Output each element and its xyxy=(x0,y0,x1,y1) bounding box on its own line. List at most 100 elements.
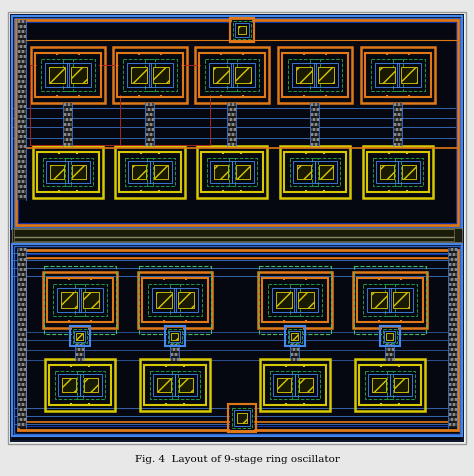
Bar xyxy=(166,365,206,405)
Bar xyxy=(18,413,20,416)
Bar xyxy=(451,413,453,416)
Bar xyxy=(449,348,451,351)
Bar xyxy=(205,59,237,91)
Bar xyxy=(365,371,393,399)
Bar xyxy=(172,371,201,399)
Bar xyxy=(291,328,293,331)
Bar xyxy=(234,410,250,426)
Bar xyxy=(22,45,24,48)
Bar xyxy=(149,63,173,87)
Bar xyxy=(449,268,451,271)
Bar xyxy=(146,103,148,106)
Bar xyxy=(290,330,301,341)
Bar xyxy=(171,338,173,341)
Bar xyxy=(20,125,22,128)
Bar xyxy=(453,248,455,251)
Bar xyxy=(359,280,399,320)
Bar xyxy=(20,253,22,256)
Bar xyxy=(453,403,455,406)
Bar xyxy=(455,333,457,336)
Bar xyxy=(30,65,120,145)
Bar xyxy=(24,160,26,163)
Bar xyxy=(18,258,20,261)
Bar xyxy=(451,363,453,366)
Bar xyxy=(72,165,86,179)
Bar xyxy=(179,378,193,392)
Bar xyxy=(18,45,20,48)
Bar xyxy=(18,30,20,33)
Bar xyxy=(236,23,248,37)
Bar xyxy=(451,348,453,351)
Bar xyxy=(22,85,24,88)
Bar xyxy=(80,328,82,331)
Bar xyxy=(451,288,453,291)
Bar xyxy=(388,348,390,351)
Bar xyxy=(20,383,22,386)
Bar xyxy=(396,128,398,131)
Bar xyxy=(66,103,68,106)
Bar xyxy=(24,353,26,356)
FancyBboxPatch shape xyxy=(319,165,333,179)
FancyBboxPatch shape xyxy=(319,67,334,83)
Bar xyxy=(18,283,20,286)
Bar xyxy=(451,378,453,381)
Bar xyxy=(384,330,395,341)
Bar xyxy=(82,353,84,356)
Bar xyxy=(449,313,451,316)
Bar xyxy=(453,353,455,356)
Bar xyxy=(18,358,20,361)
Bar xyxy=(295,348,297,351)
Bar xyxy=(390,328,392,331)
Bar xyxy=(394,118,396,121)
Bar xyxy=(39,154,75,190)
Bar xyxy=(311,113,313,116)
Bar xyxy=(177,353,179,356)
Bar xyxy=(58,374,80,396)
Bar xyxy=(148,103,150,106)
Bar xyxy=(20,333,22,336)
Bar xyxy=(84,378,98,392)
Bar xyxy=(20,323,22,326)
Bar xyxy=(396,133,398,136)
Bar xyxy=(167,328,183,344)
Bar xyxy=(18,40,20,43)
Bar xyxy=(449,293,451,296)
Bar xyxy=(392,353,394,356)
Bar xyxy=(22,298,24,301)
Bar xyxy=(232,133,234,136)
Bar xyxy=(230,18,254,42)
Bar xyxy=(394,128,396,131)
Bar xyxy=(175,353,177,356)
Bar xyxy=(18,333,20,336)
Bar xyxy=(20,70,22,73)
Bar xyxy=(80,333,82,336)
Bar xyxy=(150,138,152,141)
Bar xyxy=(231,63,255,87)
Bar xyxy=(22,80,24,83)
Bar xyxy=(22,283,24,286)
Bar xyxy=(18,278,20,281)
Bar xyxy=(230,133,232,136)
Bar xyxy=(24,70,26,73)
Bar xyxy=(455,313,457,316)
Bar xyxy=(451,353,453,356)
Bar xyxy=(455,378,457,381)
Bar xyxy=(22,403,24,406)
Bar xyxy=(24,165,26,168)
Bar xyxy=(295,353,297,356)
Bar xyxy=(148,284,180,316)
Bar xyxy=(402,165,416,179)
Bar xyxy=(18,85,20,88)
Bar xyxy=(311,143,313,146)
Bar xyxy=(174,288,198,312)
FancyBboxPatch shape xyxy=(394,378,408,392)
Bar xyxy=(68,128,70,131)
Bar xyxy=(146,128,148,131)
Bar xyxy=(401,67,417,83)
Bar xyxy=(392,333,394,336)
Bar xyxy=(150,128,152,131)
Bar xyxy=(22,90,24,93)
Bar xyxy=(24,195,26,198)
Bar xyxy=(297,338,299,341)
Bar xyxy=(141,55,181,95)
